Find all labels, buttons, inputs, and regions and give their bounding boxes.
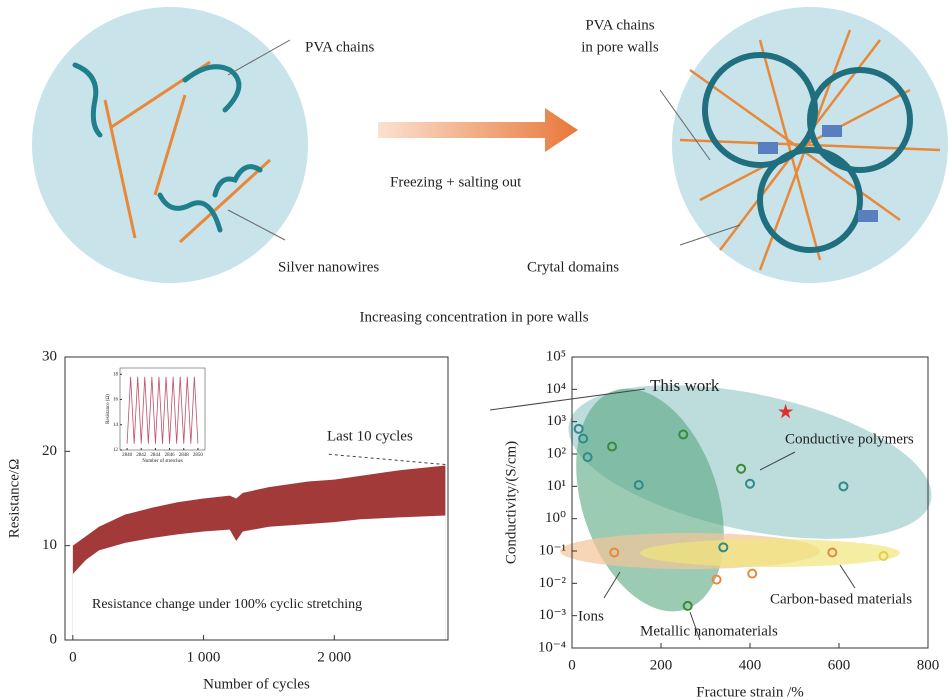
x-tick-label: 2850: [193, 453, 204, 458]
series-label: Carbon-based materials: [770, 591, 912, 607]
x-tick-label: 2846: [165, 453, 176, 458]
caption: Increasing concentration in pore walls: [359, 309, 588, 325]
x-tick-label: 2 000: [317, 649, 351, 665]
x-tick-label: 0: [69, 649, 77, 665]
y-tick-label: 12: [113, 448, 119, 453]
x-tick-label: 800: [917, 657, 940, 673]
diagram: PVA chains Silver nanowires Freezing + s…: [32, 7, 948, 325]
x-axis-title: Number of cycles: [203, 676, 310, 692]
label: PVA chains: [585, 17, 654, 33]
x-tick-label: 2842: [136, 453, 147, 458]
x-tick-label: 200: [650, 657, 673, 673]
y-tick-label: 30: [42, 348, 57, 364]
series-label: This work: [650, 376, 720, 395]
y-tick-label: 10²: [547, 445, 567, 461]
label: Freezing + salting out: [390, 174, 522, 190]
x-axis-title: Number of stretches: [142, 459, 183, 464]
y-tick-label: 10¹: [547, 478, 567, 494]
y-tick-label: 16: [113, 398, 119, 403]
label: Crytal domains: [527, 259, 619, 275]
y-tick-label: 10: [42, 537, 57, 553]
y-tick-label: 10³: [547, 413, 567, 429]
x-tick-label: 2840: [122, 453, 133, 458]
x-axis-title: Fracture strain /%: [696, 684, 803, 700]
x-tick-label: 2844: [150, 453, 161, 458]
x-tick-label: 400: [739, 657, 762, 673]
arrow: [378, 108, 578, 152]
annotation: Resistance change under 100% cyclic stre…: [92, 597, 362, 612]
region: [640, 539, 900, 567]
series-label: Ions: [578, 608, 604, 624]
y-tick-label: 0: [50, 631, 58, 647]
y-tick-label: 10⁵: [546, 348, 566, 364]
y-tick-label: 10⁻¹: [539, 542, 566, 558]
y-tick-label: 10⁻⁴: [538, 639, 566, 655]
y-tick-label: 20: [42, 443, 57, 459]
y-axis-title: Conductivity/(S/cm): [503, 441, 519, 564]
x-tick-label: 0: [568, 657, 576, 673]
x-tick-label: 600: [828, 657, 851, 673]
y-tick-label: 10⁻²: [539, 575, 567, 591]
y-tick-label: 10⁰: [545, 510, 566, 526]
pointer: [840, 565, 855, 588]
series-label: Conductive polymers: [785, 431, 914, 447]
figure: PVA chains Silver nanowires Freezing + s…: [0, 0, 949, 700]
y-tick-label: 10⁴: [546, 381, 566, 397]
label: Silver nanowires: [278, 259, 379, 275]
y-axis-title: Resistance (Ω): [106, 394, 111, 424]
y-tick-label: 10⁻³: [539, 607, 567, 623]
pointer: [604, 572, 620, 598]
label: in pore walls: [581, 39, 659, 55]
pointer: [328, 454, 446, 464]
series-label: Metallic nanomaterials: [640, 623, 778, 639]
y-tick-label: 18: [113, 372, 119, 377]
point: [748, 570, 756, 578]
annotation: Last 10 cycles: [327, 428, 413, 444]
x-tick-label: 1 000: [187, 649, 221, 665]
x-tick-label: 2848: [179, 453, 190, 458]
y-tick-label: 14: [113, 423, 119, 428]
label: PVA chains: [305, 39, 374, 55]
y-axis-title: Resistance/Ω: [6, 459, 22, 538]
